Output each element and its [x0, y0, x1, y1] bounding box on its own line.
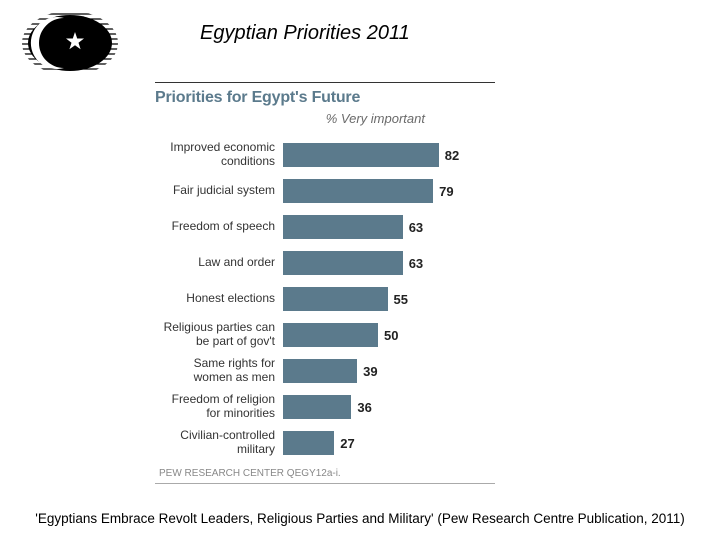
bar-fill	[283, 431, 334, 455]
bar-row: Civilian-controlled military 27	[155, 428, 495, 458]
bar-label: Civilian-controlled military	[155, 429, 283, 457]
bar-list: Improved economic conditions 82 Fair judic…	[155, 140, 495, 458]
bar-track: 79	[283, 179, 495, 203]
bar-label: Same rights for women as men	[155, 357, 283, 385]
bar-label: Honest elections	[155, 292, 283, 306]
chart-source: PEW RESEARCH CENTER QEGY12a-i.	[155, 468, 495, 484]
chart-title: Priorities for Egypt's Future	[155, 89, 495, 107]
crescent-logo	[20, 8, 120, 78]
bar-label: Fair judicial system	[155, 184, 283, 198]
bar-fill	[283, 323, 378, 347]
bar-row: Fair judicial system 79	[155, 176, 495, 206]
bar-value: 27	[334, 436, 354, 451]
bar-fill	[283, 143, 439, 167]
bar-fill	[283, 215, 403, 239]
bar-track: 55	[283, 287, 495, 311]
bar-label: Law and order	[155, 256, 283, 270]
bar-label: Improved economic conditions	[155, 141, 283, 169]
bar-row: Freedom of religion for minorities 36	[155, 392, 495, 422]
bar-row: Law and order 63	[155, 248, 495, 278]
page-title: Egyptian Priorities 2011	[140, 8, 410, 45]
bar-fill	[283, 395, 351, 419]
bar-row: Freedom of speech 63	[155, 212, 495, 242]
bar-value: 79	[433, 184, 453, 199]
bar-row: Honest elections 55	[155, 284, 495, 314]
bar-label: Religious parties can be part of gov't	[155, 321, 283, 349]
chart-subtitle: % Very important	[155, 111, 495, 126]
bar-track: 27	[283, 431, 495, 455]
bar-track: 63	[283, 251, 495, 275]
header-row: Egyptian Priorities 2011	[0, 0, 720, 78]
citation-text: 'Egyptians Embrace Revolt Leaders, Relig…	[0, 511, 720, 526]
bar-fill	[283, 251, 403, 275]
bar-row: Same rights for women as men 39	[155, 356, 495, 386]
bar-value: 63	[403, 220, 423, 235]
bar-value: 82	[439, 148, 459, 163]
bar-label: Freedom of religion for minorities	[155, 393, 283, 421]
bar-label: Freedom of speech	[155, 220, 283, 234]
bar-fill	[283, 359, 357, 383]
bar-fill	[283, 179, 433, 203]
bar-fill	[283, 287, 388, 311]
bar-value: 55	[388, 292, 408, 307]
bar-value: 36	[351, 400, 371, 415]
bar-row: Religious parties can be part of gov't 50	[155, 320, 495, 350]
chart-container: Priorities for Egypt's Future % Very imp…	[155, 82, 495, 484]
bar-track: 50	[283, 323, 495, 347]
bar-value: 63	[403, 256, 423, 271]
bar-track: 63	[283, 215, 495, 239]
bar-track: 39	[283, 359, 495, 383]
bar-value: 50	[378, 328, 398, 343]
bar-row: Improved economic conditions 82	[155, 140, 495, 170]
bar-track: 82	[283, 143, 495, 167]
bar-track: 36	[283, 395, 495, 419]
bar-value: 39	[357, 364, 377, 379]
